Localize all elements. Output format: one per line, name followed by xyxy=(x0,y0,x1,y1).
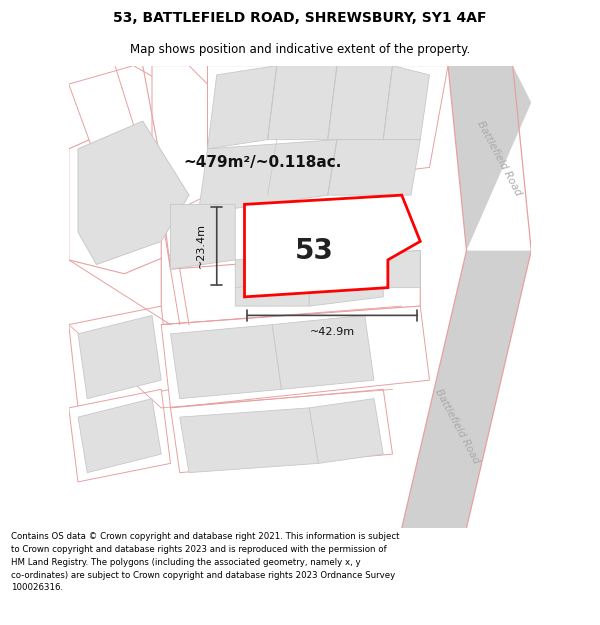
Polygon shape xyxy=(198,139,337,214)
Polygon shape xyxy=(180,408,319,472)
Polygon shape xyxy=(235,251,420,288)
Polygon shape xyxy=(272,316,374,389)
Text: 53, BATTLEFIELD ROAD, SHREWSBURY, SY1 4AF: 53, BATTLEFIELD ROAD, SHREWSBURY, SY1 4A… xyxy=(113,11,487,26)
Polygon shape xyxy=(69,306,170,408)
Polygon shape xyxy=(383,66,430,139)
Polygon shape xyxy=(78,399,161,472)
Polygon shape xyxy=(170,324,281,399)
Text: Battlefield Road: Battlefield Road xyxy=(475,119,523,198)
Polygon shape xyxy=(268,66,337,139)
Text: 53: 53 xyxy=(295,237,334,264)
Polygon shape xyxy=(69,66,198,186)
Text: ~23.4m: ~23.4m xyxy=(196,224,206,269)
Polygon shape xyxy=(448,66,531,251)
Polygon shape xyxy=(235,278,309,306)
Polygon shape xyxy=(208,66,277,149)
Polygon shape xyxy=(170,389,392,472)
Polygon shape xyxy=(402,251,531,528)
Polygon shape xyxy=(170,204,235,269)
Polygon shape xyxy=(161,195,420,324)
Polygon shape xyxy=(152,66,208,214)
Polygon shape xyxy=(69,112,208,274)
Text: ~479m²/~0.118ac.: ~479m²/~0.118ac. xyxy=(184,155,342,170)
Polygon shape xyxy=(309,269,383,306)
Polygon shape xyxy=(78,316,161,399)
Polygon shape xyxy=(78,121,189,264)
Polygon shape xyxy=(309,399,383,463)
Text: Battlefield Road: Battlefield Road xyxy=(433,388,481,466)
Polygon shape xyxy=(328,66,392,139)
Text: ~42.9m: ~42.9m xyxy=(310,326,355,336)
Text: Map shows position and indicative extent of the property.: Map shows position and indicative extent… xyxy=(130,42,470,56)
Polygon shape xyxy=(245,195,420,297)
Polygon shape xyxy=(208,66,448,195)
Text: Contains OS data © Crown copyright and database right 2021. This information is : Contains OS data © Crown copyright and d… xyxy=(11,532,400,592)
Polygon shape xyxy=(161,306,430,408)
Polygon shape xyxy=(328,139,420,195)
Polygon shape xyxy=(69,389,170,482)
